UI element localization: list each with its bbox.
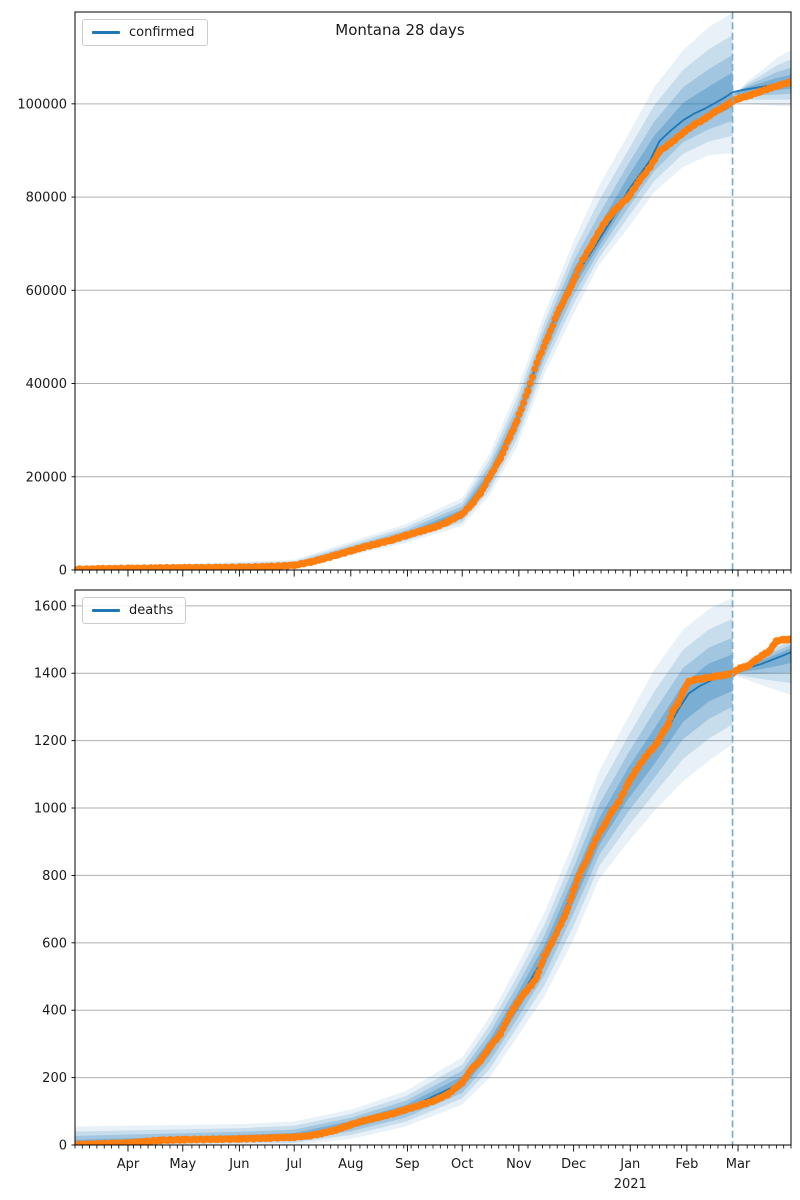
y-tick-label: 100000 bbox=[17, 97, 67, 112]
y-tick-label: 1600 bbox=[34, 599, 67, 614]
x-axis-year-label: 2021 bbox=[614, 1177, 647, 1192]
data-point bbox=[572, 882, 579, 890]
x-tick-label: Nov bbox=[506, 1157, 532, 1172]
confidence-band bbox=[732, 640, 791, 684]
figure-title: Montana 28 days bbox=[335, 21, 465, 39]
data-point bbox=[564, 904, 572, 911]
legend-line-icon bbox=[92, 31, 120, 34]
y-tick-label: 0 bbox=[59, 1139, 67, 1154]
data-point bbox=[665, 720, 673, 728]
x-tick-label: Sep bbox=[395, 1157, 420, 1172]
data-point bbox=[524, 386, 532, 394]
deaths-chart: 0 200 400 600 800 1000 1200 1400 1600 Apr May Jun Ju… bbox=[34, 589, 792, 1192]
data-point bbox=[577, 262, 584, 270]
data-point bbox=[538, 349, 545, 357]
confidence-band bbox=[75, 618, 733, 1145]
data-point bbox=[539, 958, 547, 966]
data-point bbox=[549, 322, 557, 330]
x-tick-label: Aug bbox=[338, 1157, 363, 1172]
confirmed-legend-label: confirmed bbox=[129, 25, 195, 40]
x-tick-label: May bbox=[169, 1157, 196, 1172]
y-tick-label: 40000 bbox=[26, 377, 67, 392]
x-tick-label: Jul bbox=[285, 1157, 302, 1172]
data-point bbox=[540, 343, 548, 351]
data-point bbox=[497, 1030, 505, 1038]
data-point bbox=[787, 78, 791, 86]
data-point bbox=[570, 277, 578, 285]
confidence-band bbox=[75, 35, 733, 570]
y-tick-label: 800 bbox=[42, 869, 67, 884]
x-tick-label: Mar bbox=[726, 1157, 751, 1172]
data-point bbox=[615, 798, 623, 806]
confidence-band bbox=[732, 636, 791, 696]
data-point bbox=[787, 636, 791, 644]
y-tick-label: 60000 bbox=[26, 284, 67, 299]
y-tick-label: 20000 bbox=[26, 470, 67, 485]
x-tick-label: Jun bbox=[228, 1157, 249, 1172]
plot-area bbox=[75, 12, 791, 570]
deaths-legend: deaths bbox=[82, 597, 187, 624]
legend-line-icon bbox=[92, 609, 120, 612]
data-point bbox=[531, 365, 539, 373]
y-tick-label: 0 bbox=[59, 564, 67, 579]
data-point bbox=[517, 405, 525, 413]
confidence-band bbox=[75, 72, 733, 570]
y-tick-label: 400 bbox=[42, 1004, 67, 1019]
y-tick-label: 1400 bbox=[34, 667, 67, 682]
x-tick-label: Feb bbox=[675, 1157, 698, 1172]
confidence-band bbox=[75, 12, 733, 570]
plot-area bbox=[75, 597, 791, 1145]
x-tick-label: Apr bbox=[117, 1157, 140, 1172]
y-tick-label: 1000 bbox=[34, 802, 67, 817]
data-point bbox=[572, 272, 580, 280]
confidence-band bbox=[75, 597, 733, 1145]
y-tick-label: 80000 bbox=[26, 191, 67, 206]
actual-dots bbox=[75, 635, 791, 1145]
data-point bbox=[529, 373, 536, 381]
x-tick-label: Jan bbox=[619, 1157, 640, 1172]
data-point bbox=[501, 444, 509, 452]
confirmed-chart: 0 20000 40000 60000 80000 100000 bbox=[17, 11, 792, 579]
confirmed-legend: confirmed bbox=[82, 19, 208, 46]
data-point bbox=[568, 892, 576, 900]
data-point bbox=[533, 359, 541, 367]
actual-dots bbox=[75, 78, 791, 570]
data-point bbox=[535, 968, 543, 976]
data-point bbox=[544, 333, 552, 341]
data-point bbox=[520, 399, 528, 407]
data-point bbox=[666, 714, 674, 722]
data-point bbox=[513, 417, 521, 425]
x-tick-label: Dec bbox=[561, 1157, 586, 1172]
data-point bbox=[575, 872, 583, 880]
y-tick-label: 600 bbox=[42, 936, 67, 951]
y-tick-label: 200 bbox=[42, 1071, 67, 1086]
data-point bbox=[552, 930, 560, 938]
data-point bbox=[526, 379, 534, 387]
x-tick-label: Oct bbox=[451, 1157, 473, 1172]
y-tick-label: 1200 bbox=[34, 734, 67, 749]
deaths-legend-label: deaths bbox=[129, 603, 174, 618]
